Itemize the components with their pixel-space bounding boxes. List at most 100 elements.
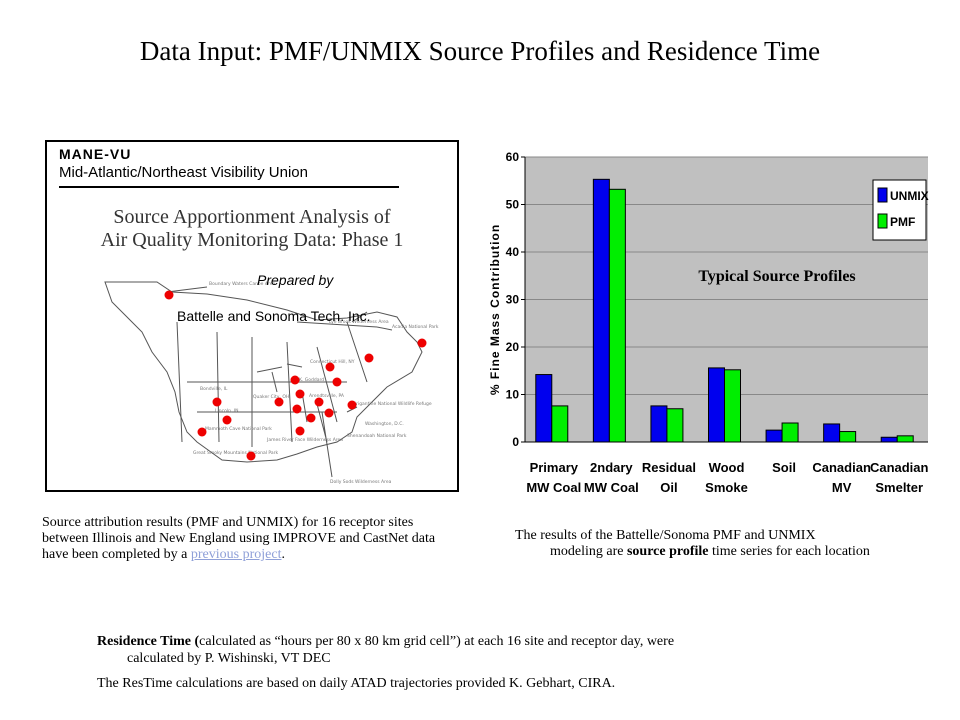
site-marker <box>290 375 300 385</box>
restime-note: The ResTime calculations are based on da… <box>97 676 616 691</box>
chart-title: Typical Source Profiles <box>698 268 855 285</box>
site-marker <box>364 353 374 363</box>
right-caption-first: The results of the Battelle/Sonoma PMF a… <box>515 528 816 543</box>
state-lines <box>176 321 378 447</box>
org-divider <box>59 186 399 188</box>
x-category-label: 2ndary <box>590 460 633 475</box>
y-tick-label: 30 <box>506 293 520 307</box>
org-short-name: MANE-VU <box>59 146 132 162</box>
site-marker <box>274 397 284 407</box>
residence-time-text: Residence Time (calculated as “hours per… <box>97 633 927 667</box>
prepared-label: Prepared by <box>257 272 334 288</box>
x-category-label: Smelter <box>875 480 923 495</box>
map-outline <box>104 281 423 463</box>
bar-pmf <box>724 369 741 443</box>
x-category-label: Smoke <box>705 480 748 495</box>
legend-swatch <box>877 213 888 229</box>
site-label: Boundary Waters Canoe Area <box>209 281 275 287</box>
bar-pmf <box>666 408 684 443</box>
x-category-label: MV <box>832 480 852 495</box>
site-label: Bondville, IL <box>200 386 228 392</box>
previous-project-link[interactable]: previous project <box>190 547 282 562</box>
site-marker <box>164 290 174 300</box>
bar-unmix <box>880 436 898 443</box>
left-caption-end: . <box>281 547 285 562</box>
legend-swatch <box>877 187 888 203</box>
site-label: Mammoth Cave National Park <box>205 426 272 432</box>
site-marker <box>332 377 342 387</box>
site-label: Quaker City, OH <box>253 394 289 400</box>
bar-pmf <box>781 422 799 443</box>
y-tick-label: 10 <box>506 388 520 402</box>
y-tick-label: 0 <box>512 435 519 449</box>
prepared-by-text: Battelle and Sonoma Tech. Inc. <box>177 308 371 324</box>
site-marker <box>417 338 427 348</box>
site-label: Lye Brook Wilderness Area <box>329 319 389 325</box>
site-marker <box>246 451 256 461</box>
site-marker <box>295 426 305 436</box>
bar-pmf <box>896 435 914 443</box>
site-marker <box>306 413 316 423</box>
right-caption-pre: modeling are <box>550 544 627 559</box>
right-caption-bold: source profile <box>626 544 709 559</box>
site-map: Boundary Waters Canoe Area Lye Brook Wil… <box>104 281 439 485</box>
x-category-label: Residual <box>642 460 696 475</box>
y-tick-label: 20 <box>506 340 520 354</box>
bar-unmix <box>650 405 668 443</box>
site-leader-lines <box>166 286 393 478</box>
site-label: Brigantine National Wildlife Refuge <box>353 401 432 407</box>
site-marker <box>212 397 222 407</box>
legend-label: UNMIX <box>890 189 929 203</box>
site-marker <box>325 362 335 372</box>
report-title-line1: Source Apportionment Analysis of <box>113 206 391 228</box>
site-marker <box>347 400 357 410</box>
site-label: James River Face Wilderness Area <box>266 437 343 443</box>
residence-time-label: Residence Time ( <box>97 634 200 649</box>
bar-unmix <box>765 429 783 443</box>
site-label: K. Goddard <box>299 377 324 383</box>
x-category-label: Soil <box>772 460 796 475</box>
legend-label: PMF <box>890 215 915 229</box>
residence-time-cont: calculated by P. Wishinski, VT DEC <box>127 651 331 666</box>
org-long-name: Mid-Atlantic/Northeast Visibility Union <box>59 164 308 181</box>
source-profiles-chart: 0 10 20 30 40 50 60 % Fine Mass Contribution Pri… <box>488 150 929 495</box>
x-category-label: Canadian <box>812 460 871 475</box>
report-title-line2: Air Quality Monitoring Data: Phase 1 <box>100 229 404 251</box>
y-tick-label: 60 <box>506 150 520 164</box>
right-caption-post: time series for each location <box>708 544 870 559</box>
x-category-label: MW Coal <box>526 480 581 495</box>
left-caption: Source attribution results (PMF and UNMI… <box>42 515 462 563</box>
x-category-label: Oil <box>660 480 677 495</box>
y-tick-label: 40 <box>506 245 520 259</box>
site-marker <box>314 397 324 407</box>
x-category-label: Canadian <box>870 460 929 475</box>
y-axis-label: % Fine Mass Contribution <box>488 224 502 395</box>
left-caption-text: Source attribution results (PMF and UNMI… <box>42 515 436 562</box>
site-label: Great Smoky Mountains National Park <box>193 450 279 456</box>
residence-time-desc: calculated as “hours per 80 x 80 km grid… <box>199 634 675 649</box>
site-label: Connecticut Hill, NY <box>310 359 355 365</box>
site-marker <box>324 408 334 418</box>
site-label: Washington, D.C. <box>365 421 404 427</box>
right-caption: The results of the Battelle/Sonoma PMF a… <box>515 528 935 560</box>
right-caption-rest: modeling are source profile time series … <box>515 544 935 560</box>
bar-unmix <box>592 178 610 443</box>
site-label: Arendtsville, PA <box>309 393 345 399</box>
bar-pmf <box>608 188 626 443</box>
site-label: Dolly Sods Wilderness Area <box>330 479 392 485</box>
y-tick-label: 50 <box>506 198 520 212</box>
bar-unmix <box>535 374 553 443</box>
site-marker <box>292 404 302 414</box>
report-title: Source Apportionment Analysis of Air Qua… <box>47 206 457 252</box>
bar-unmix <box>823 423 841 443</box>
site-marker <box>295 389 305 399</box>
site-label: Acadia National Park <box>392 324 439 330</box>
bar-pmf <box>551 405 569 443</box>
site-marker <box>197 427 207 437</box>
site-label: Lincoln, IN <box>215 408 239 414</box>
site-label: Shenandoah National Park <box>347 433 407 439</box>
bar-unmix <box>708 367 725 443</box>
slide-title: Data Input: PMF/UNMIX Source Profiles an… <box>139 36 821 66</box>
x-category-label: MW Coal <box>584 480 639 495</box>
report-cover: MANE-VU Mid-Atlantic/Northeast Visibilit… <box>45 140 459 492</box>
